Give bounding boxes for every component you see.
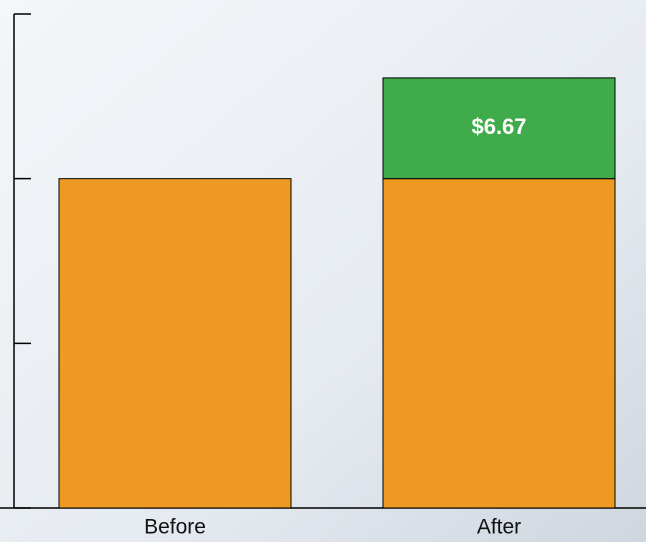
x-tick-label: Before [144, 516, 206, 539]
bar-segment [382, 77, 616, 180]
bar-segment [58, 178, 292, 509]
x-tick-label: After [477, 516, 521, 539]
bar-segment [382, 178, 616, 509]
data-label: $6.67 [471, 114, 526, 139]
